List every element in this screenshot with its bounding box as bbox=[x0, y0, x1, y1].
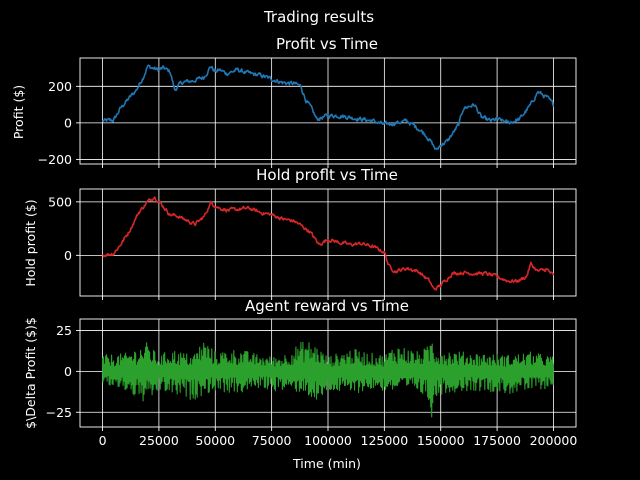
profit-ytick-label: 200 bbox=[48, 79, 72, 94]
hold-profit-subplot-ylabel: Hold profit ($) bbox=[23, 199, 38, 286]
agent-reward-series-line bbox=[101, 341, 555, 418]
hold-profit-ytick-label: 0 bbox=[64, 248, 72, 263]
agent-reward-xtick-label: 75000 bbox=[252, 433, 292, 448]
agent-reward-xtick-label: 200000 bbox=[530, 433, 578, 448]
agent-reward-xtick-label: 175000 bbox=[473, 433, 521, 448]
agent-reward-xtick-label: 50000 bbox=[195, 433, 235, 448]
agent-reward-subplot: Agent reward vs Time $\Delta Profit ($)$… bbox=[23, 297, 577, 471]
agent-reward-subplot-ylabel: $\Delta Profit ($)$ bbox=[23, 317, 38, 429]
agent-reward-ytick-label: 0 bbox=[64, 364, 72, 379]
profit-ytick-label: −200 bbox=[38, 152, 72, 167]
agent-reward-subplot-xlabel: Time (min) bbox=[292, 456, 361, 471]
agent-reward-xtick-label: 25000 bbox=[139, 433, 179, 448]
profit-series-line bbox=[101, 64, 555, 150]
figure-suptitle: Trading results bbox=[263, 8, 374, 26]
agent-reward-xtick-label: 150000 bbox=[417, 433, 465, 448]
hold-profit-series-line bbox=[102, 196, 555, 291]
hold-profit-ytick-label: 500 bbox=[48, 194, 72, 209]
profit-subplot: Profit vs Time Profit ($) −200 0 200 bbox=[11, 35, 577, 168]
agent-reward-xtick-label: 0 bbox=[99, 433, 107, 448]
agent-reward-ytick-label: −25 bbox=[46, 405, 72, 420]
profit-subplot-title: Profit vs Time bbox=[276, 35, 378, 53]
agent-reward-xtick-label: 100000 bbox=[304, 433, 352, 448]
agent-reward-ytick-label: 25 bbox=[56, 323, 72, 338]
hold-profit-subplot-title: Hold proflt vs Time bbox=[256, 166, 398, 184]
agent-reward-subplot-title: Agent reward vs Time bbox=[245, 297, 409, 315]
profit-ytick-label: 0 bbox=[64, 115, 72, 130]
profit-subplot-ylabel: Profit ($) bbox=[11, 85, 26, 139]
agent-reward-xtick-label: 125000 bbox=[361, 433, 409, 448]
hold-profit-subplot: Hold proflt vs Time Hold profit ($) 0 500 bbox=[23, 166, 577, 300]
